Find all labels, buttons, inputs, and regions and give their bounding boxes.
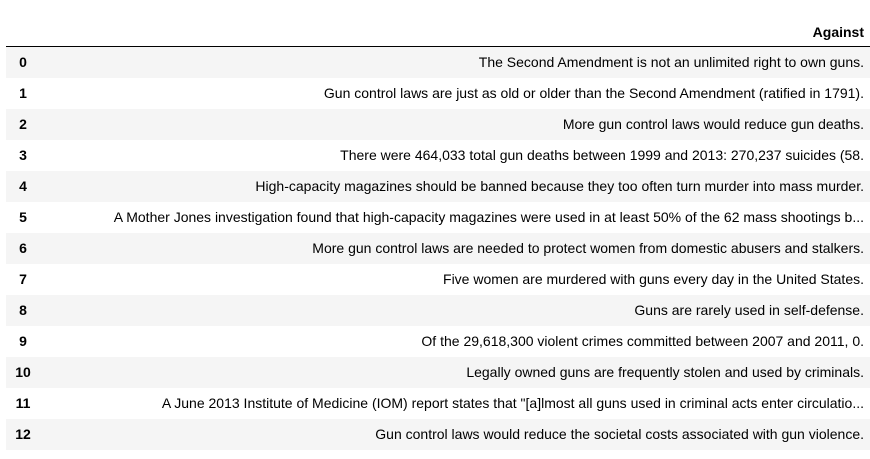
row-index: 0 <box>19 54 27 71</box>
table-row: 1 Gun control laws are just as old or ol… <box>6 77 870 109</box>
row-index: 12 <box>15 426 31 442</box>
row-index: 4 <box>19 178 27 194</box>
index-header <box>6 17 46 47</box>
table-row: 6 More gun control laws are needed to pr… <box>6 232 870 264</box>
row-index: 1 <box>19 85 27 101</box>
row-cell-against: More gun control laws would reduce gun d… <box>562 116 864 132</box>
row-index: 5 <box>19 209 27 225</box>
table-header: Against <box>6 17 870 47</box>
row-index: 10 <box>15 364 31 380</box>
column-header-against: Against <box>46 17 870 47</box>
row-cell-against: Legally owned guns are frequently stolen… <box>466 364 864 380</box>
row-cell-against: Five women are murdered with guns every … <box>443 271 864 287</box>
table-row: 2 More gun control laws would reduce gun… <box>6 108 870 140</box>
row-cell-against: Gun control laws would reduce the societ… <box>375 426 864 442</box>
row-cell-against: A June 2013 Institute of Medicine (IOM) … <box>161 395 864 411</box>
table-row: 12 Gun control laws would reduce the soc… <box>6 418 870 450</box>
row-cell-against: A Mother Jones investigation found that … <box>113 209 864 225</box>
row-index: 9 <box>19 333 27 349</box>
row-index: 7 <box>19 271 27 287</box>
row-cell-against: More gun control laws are needed to prot… <box>312 240 864 256</box>
table-row: 7 Five women are murdered with guns ever… <box>6 263 870 295</box>
table-row: 8 Guns are rarely used in self-defense. <box>6 294 870 326</box>
table-row: 3 There were 464,033 total gun deaths be… <box>6 139 870 171</box>
dataframe-table: Against 0 The Second Amendment is not an… <box>6 17 870 450</box>
table-row: 10 Legally owned guns are frequently sto… <box>6 356 870 388</box>
row-cell-against: Gun control laws are just as old or olde… <box>323 85 864 101</box>
row-index: 2 <box>19 116 27 132</box>
row-index: 8 <box>19 302 27 318</box>
row-index: 11 <box>15 395 31 411</box>
row-index: 3 <box>19 147 27 163</box>
row-cell-against: The Second Amendment is not an unlimited… <box>478 54 864 71</box>
dataframe-table-container: Against 0 The Second Amendment is not an… <box>6 17 870 450</box>
header-row: Against <box>6 17 870 47</box>
table-row: 9 Of the 29,618,300 violent crimes commi… <box>6 325 870 357</box>
table-row: 5 A Mother Jones investigation found tha… <box>6 201 870 233</box>
table-row: 4 High-capacity magazines should be bann… <box>6 170 870 202</box>
row-cell-against: Guns are rarely used in self-defense. <box>634 302 864 318</box>
table-body: 0 The Second Amendment is not an unlimit… <box>6 46 870 450</box>
row-cell-against: Of the 29,618,300 violent crimes committ… <box>421 333 864 349</box>
row-index: 6 <box>19 240 27 256</box>
table-row: 0 The Second Amendment is not an unlimit… <box>6 46 870 78</box>
table-row: 11 A June 2013 Institute of Medicine (IO… <box>6 387 870 419</box>
row-cell-against: There were 464,033 total gun deaths betw… <box>340 147 864 163</box>
row-cell-against: High-capacity magazines should be banned… <box>255 178 864 194</box>
